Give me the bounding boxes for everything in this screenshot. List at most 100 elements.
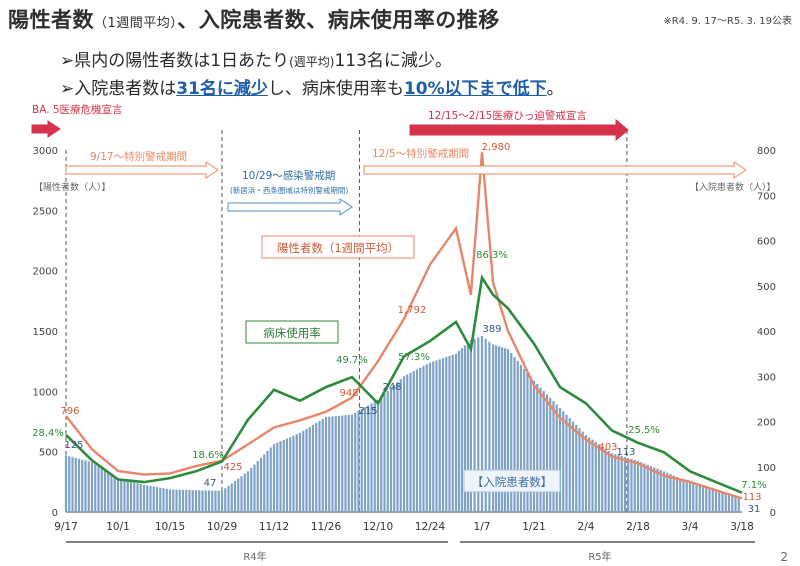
inpatient-bar (575, 424, 578, 512)
inpatient-bar (492, 344, 495, 512)
inpatient-bar (422, 366, 425, 512)
inpatient-bar (188, 490, 191, 512)
occupancy-series-label: 病床使用率 (263, 326, 321, 340)
inpatient-bar (480, 335, 484, 512)
occupancy-value-label: 7.1% (741, 480, 766, 491)
inpatient-bar (77, 458, 81, 512)
inpatient-bar (276, 442, 279, 512)
inpatient-value-label: 248 (382, 382, 401, 393)
inpatient-bar (71, 457, 74, 512)
inpatient-bar (360, 409, 363, 512)
inpatient-bar (230, 483, 233, 512)
inpatient-bar (597, 444, 601, 512)
inpatient-bar (620, 456, 623, 512)
positives-value-label: 2,980 (482, 142, 511, 153)
inpatient-bar (653, 467, 656, 512)
x-tick-label: 3/18 (730, 521, 754, 533)
occupancy-value-label: 18.6% (192, 450, 224, 461)
inpatient-bar (588, 437, 591, 512)
inpatient-bar (500, 347, 504, 512)
inpatient-bar (633, 459, 636, 512)
inpatient-bar (243, 473, 246, 512)
positives-line (65, 152, 743, 500)
inpatient-bar (139, 484, 142, 512)
inpatient-bar (308, 426, 311, 512)
inpatient-bar (685, 481, 688, 512)
positives-value-label: 948 (339, 388, 358, 399)
inpatient-bar (718, 492, 721, 512)
inpatient-bar (549, 397, 552, 512)
inpatient-bar (233, 481, 237, 512)
inpatient-bar (120, 478, 123, 512)
inpatient-bar (714, 491, 718, 512)
inpatient-bar (539, 387, 542, 512)
inpatient-value-label: 389 (482, 324, 501, 335)
inpatient-bar (469, 340, 472, 512)
x-tick-label: 1/21 (522, 521, 546, 533)
inpatient-bar (552, 401, 555, 512)
inpatient-bar (640, 462, 643, 512)
inpatient-bar (107, 472, 110, 512)
inpatient-bar (432, 361, 435, 512)
inpatient-bar (152, 486, 155, 512)
inpatient-bar (217, 490, 220, 512)
x-tick-label: 10/29 (207, 521, 237, 533)
inpatient-bar (376, 399, 380, 512)
right-tick-label: 100 (757, 463, 776, 474)
inpatient-bar (259, 457, 263, 512)
right-tick-label: 700 (757, 191, 776, 202)
x-tick-label: 2/18 (626, 521, 650, 533)
inpatient-bar (679, 478, 682, 512)
inpatient-bar (211, 490, 214, 512)
right-tick-label: 300 (757, 372, 776, 383)
inpatient-bar (705, 488, 708, 512)
occupancy-value-label: 57.3% (398, 352, 430, 363)
inpatient-bar (477, 337, 480, 512)
inpatient-bar (123, 479, 126, 512)
inpatient-bar (591, 439, 594, 512)
left-tick-label: 1000 (33, 387, 58, 398)
inpatient-bar (292, 435, 295, 512)
inpatient-bar (701, 487, 705, 512)
inpatient-bar (666, 472, 669, 512)
inpatient-bar (419, 367, 422, 512)
inpatient-bar (734, 496, 737, 512)
inpatient-bar (237, 478, 240, 512)
positives-value-label: 1,792 (398, 305, 427, 316)
inpatient-bar (488, 341, 491, 512)
inpatient-bar (165, 488, 168, 512)
inpatient-bar (721, 493, 724, 512)
x-tick-label: 2/4 (578, 521, 595, 533)
left-axis-label: 【陽性者数（人）】 (34, 181, 111, 193)
inpatient-bar (341, 415, 344, 512)
inpatient-bar (627, 457, 630, 512)
inpatient-bar (178, 489, 181, 512)
inpatient-bar (74, 457, 77, 512)
inpatient-bar (484, 338, 487, 512)
inpatient-bar (497, 346, 501, 512)
inpatient-bar (649, 466, 653, 512)
infection-alert-note: (新居浜・西条圏域は特別警戒期間) (230, 185, 348, 195)
inpatient-bar (110, 474, 113, 512)
inpatient-bar (406, 374, 409, 512)
infection-alert-arrow (227, 198, 353, 216)
inpatient-bar (562, 411, 565, 512)
inpatient-bar (149, 485, 152, 512)
x-tick-label: 12/24 (415, 521, 446, 533)
inpatient-bar (656, 468, 659, 512)
inpatient-bar (155, 487, 159, 512)
inpatient-bar (731, 495, 734, 512)
x-tick-label: 10/1 (106, 521, 130, 533)
inpatient-value-label: 47 (204, 478, 217, 489)
inpatient-bar (363, 407, 367, 512)
inpatient-bar (224, 488, 227, 512)
inpatient-bar (315, 422, 318, 512)
inpatient-bar (256, 461, 259, 512)
occupancy-value-label: 25.5% (628, 425, 660, 436)
x-tick-label: 10/15 (155, 521, 185, 533)
inpatient-bar (90, 462, 94, 512)
inpatient-bar (383, 393, 386, 512)
inpatient-bar (181, 489, 185, 512)
inpatient-bar (460, 348, 464, 512)
positives-value-label: 425 (223, 462, 242, 473)
